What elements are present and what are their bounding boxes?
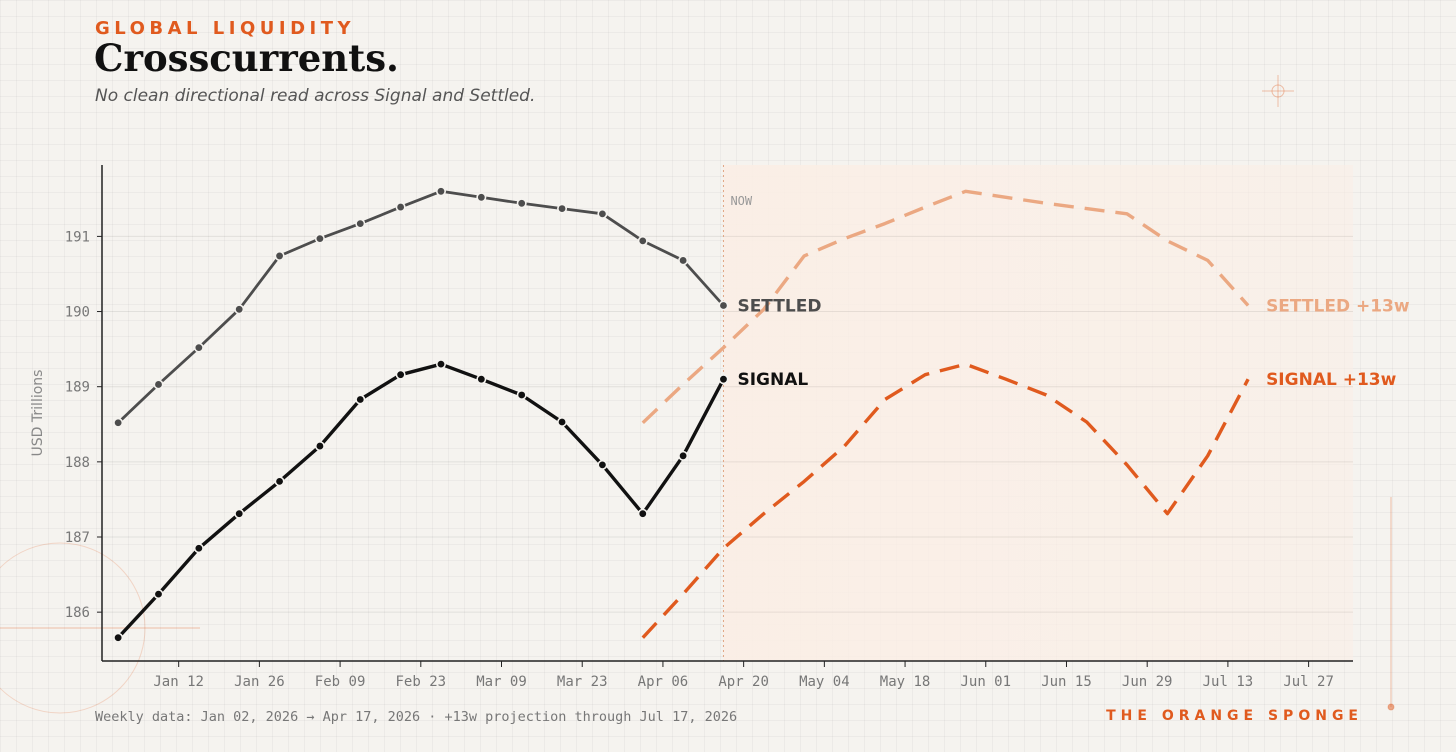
settled-point: [435, 186, 446, 197]
signal-point: [274, 476, 285, 487]
y-tick-label: 189: [65, 380, 90, 396]
x-tick-label: Jan 26: [234, 674, 285, 690]
y-tick-label: 186: [65, 605, 90, 621]
signal-13w-end-label: SIGNAL +13w: [1266, 370, 1397, 390]
chart-subtitle: No clean directional read across Signal …: [95, 86, 536, 106]
signal-point: [718, 374, 729, 385]
x-tick-label: Feb 09: [315, 674, 366, 690]
brand-wordmark: THE ORANGE SPONGE: [1106, 708, 1363, 724]
settled-point: [113, 417, 124, 428]
settled-point: [395, 202, 406, 213]
settled-point: [718, 300, 729, 311]
settled-point: [193, 342, 204, 353]
settled-point: [597, 208, 608, 219]
settled-point: [355, 218, 366, 229]
settled-point: [557, 203, 568, 214]
x-tick-label: Apr 06: [638, 674, 689, 690]
y-tick-label: 187: [65, 530, 90, 546]
settled-13w-line: [641, 189, 1250, 425]
footer-note: Weekly data: Jan 02, 2026 → Apr 17, 2026…: [95, 709, 738, 725]
signal-point: [678, 450, 689, 461]
series-layer: SETTLED +13w SIGNAL +13w SETTLED SIGNAL: [113, 186, 1410, 643]
signal-point: [435, 359, 446, 370]
y-tick-label: 191: [65, 229, 90, 245]
x-tick-label: Jun 29: [1122, 674, 1173, 690]
signal-end-label: SIGNAL: [737, 370, 808, 390]
signal-point: [395, 369, 406, 380]
x-tick-label: Jun 01: [960, 674, 1011, 690]
y-tick-label: 190: [65, 305, 90, 321]
chart-kicker: GLOBAL LIQUIDITY: [95, 18, 356, 39]
chart-title: Crosscurrents.: [94, 36, 399, 80]
settled-line: [117, 189, 725, 424]
signal-point: [637, 508, 648, 519]
decorative-marks: [0, 75, 1395, 714]
settled-point: [678, 255, 689, 266]
y-gridlines: [102, 235, 1353, 613]
settled-point: [274, 250, 285, 261]
x-tick-label: Apr 20: [718, 674, 769, 690]
signal-line: [116, 362, 726, 639]
settled-point: [476, 192, 487, 203]
settled-13w-end-label: SETTLED +13w: [1266, 297, 1410, 317]
y-tick-label: 188: [65, 455, 90, 471]
y-axis-label: USD Trillions: [30, 370, 46, 457]
signal-point: [597, 459, 608, 470]
x-tick-label: Mar 09: [476, 674, 527, 690]
axes: [101, 165, 1353, 662]
signal-13w-line: [641, 362, 1250, 639]
x-tick-label: May 04: [799, 674, 850, 690]
x-tick-label: Jul 27: [1283, 674, 1334, 690]
x-tick-label: Jul 13: [1203, 674, 1254, 690]
signal-point: [557, 417, 568, 428]
settled-end-label: SETTLED: [737, 297, 821, 317]
axis-ticks: 186 187 188 189 190 191 Jan 12 Jan 26 Feb 09 Feb …: [65, 229, 1334, 690]
signal-point: [113, 632, 124, 643]
signal-point: [476, 374, 487, 385]
signal-point: [153, 589, 164, 600]
signal-point: [516, 389, 527, 400]
settled-point: [516, 198, 527, 209]
x-tick-label: Mar 23: [557, 674, 608, 690]
x-tick-label: May 18: [880, 674, 931, 690]
signal-point: [193, 543, 204, 554]
signal-point: [314, 441, 325, 452]
x-tick-label: Jan 12: [153, 674, 204, 690]
signal-point: [234, 508, 245, 519]
x-tick-label: Feb 23: [396, 674, 447, 690]
x-tick-label: Jun 15: [1041, 674, 1092, 690]
settled-point: [314, 233, 325, 244]
signal-point: [355, 394, 366, 405]
projection-shade: [723, 165, 1353, 661]
settled-point: [153, 379, 164, 390]
settled-point: [234, 304, 245, 315]
now-label: NOW: [730, 194, 752, 208]
settled-point: [637, 235, 648, 246]
